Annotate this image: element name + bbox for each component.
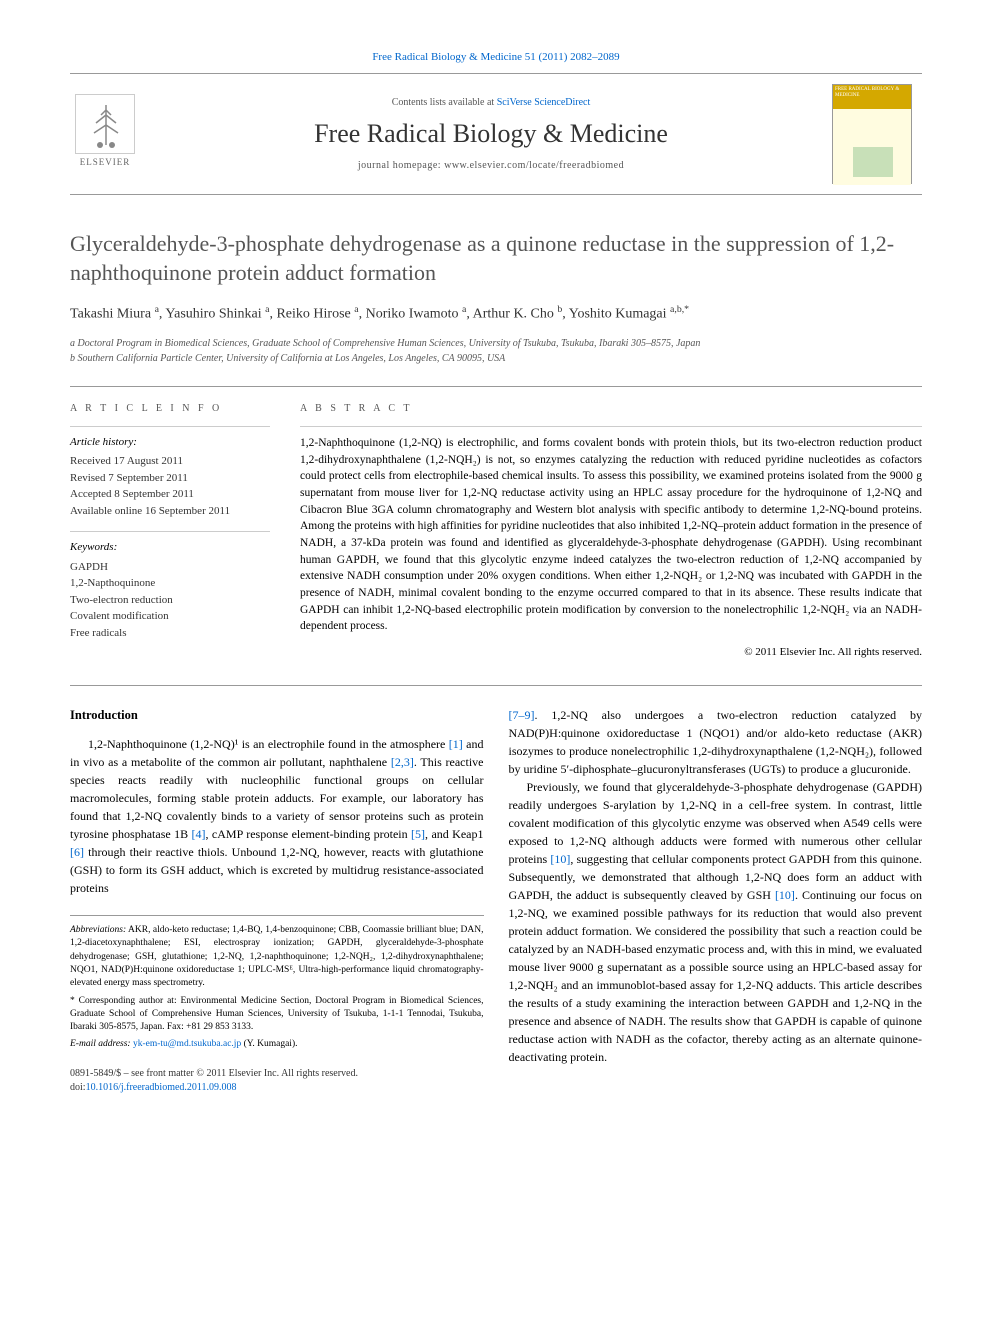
cover-image-placeholder	[853, 147, 893, 177]
footnotes-block: Abbreviations: AKR, aldo-keto reductase;…	[70, 915, 484, 1052]
introduction-heading: Introduction	[70, 706, 484, 725]
masthead-left: ELSEVIER	[70, 94, 150, 174]
masthead-center: Contents lists available at SciVerse Sci…	[150, 96, 832, 172]
history-received: Received 17 August 2011	[70, 453, 270, 470]
history-revised: Revised 7 September 2011	[70, 470, 270, 487]
abstract-column: A B S T R A C T 1,2-Naphthoquinone (1,2-…	[300, 402, 922, 660]
abstract-heading: A B S T R A C T	[300, 402, 922, 416]
abstract-copyright: © 2011 Elsevier Inc. All rights reserved…	[300, 645, 922, 660]
keyword-3: Covalent modification	[70, 608, 270, 625]
corresponding-author-footnote: * Corresponding author at: Environmental…	[70, 995, 484, 1035]
keywords-block: Keywords: GAPDH 1,2-Napthoquinone Two-el…	[70, 531, 270, 641]
keyword-0: GAPDH	[70, 559, 270, 576]
doi-line: doi:10.1016/j.freeradbiomed.2011.09.008	[70, 1081, 484, 1095]
intro-para-1: 1,2-Naphthoquinone (1,2-NQ)¹ is an elect…	[70, 735, 484, 897]
sciencedirect-link[interactable]: SciVerse ScienceDirect	[497, 97, 591, 108]
elsevier-logo: ELSEVIER	[70, 94, 140, 174]
masthead-right: FREE RADICAL BIOLOGY & MEDICINE	[832, 84, 922, 184]
homepage-prefix: journal homepage:	[358, 160, 444, 171]
journal-cover-thumbnail: FREE RADICAL BIOLOGY & MEDICINE	[832, 84, 912, 184]
homepage-url[interactable]: www.elsevier.com/locate/freeradbiomed	[444, 160, 624, 171]
history-title: Article history:	[70, 435, 270, 450]
article-title: Glyceraldehyde-3-phosphate dehydrogenase…	[70, 230, 922, 287]
affiliation-a: a Doctoral Program in Biomedical Science…	[70, 336, 922, 351]
body-column-left: Introduction 1,2-Naphthoquinone (1,2-NQ)…	[70, 706, 484, 1094]
article-info-column: A R T I C L E I N F O Article history: R…	[70, 402, 270, 660]
cover-header: FREE RADICAL BIOLOGY & MEDICINE	[833, 85, 911, 109]
col2-para-1: [7–9]. 1,2-NQ also undergoes a two-elect…	[509, 706, 923, 778]
issn-line: 0891-5849/$ – see front matter © 2011 El…	[70, 1067, 484, 1081]
doi-link[interactable]: 10.1016/j.freeradbiomed.2011.09.008	[86, 1082, 237, 1093]
col2-para-2: Previously, we found that glyceraldehyde…	[509, 778, 923, 1066]
masthead: ELSEVIER Contents lists available at Sci…	[70, 73, 922, 195]
contents-prefix: Contents lists available at	[392, 97, 497, 108]
body-columns: Introduction 1,2-Naphthoquinone (1,2-NQ)…	[70, 685, 922, 1094]
abbrev-label: Abbreviations:	[70, 925, 126, 935]
history-block: Article history: Received 17 August 2011…	[70, 426, 270, 519]
email-suffix: (Y. Kumagai).	[241, 1039, 297, 1049]
keyword-2: Two-electron reduction	[70, 592, 270, 609]
top-citation-link[interactable]: Free Radical Biology & Medicine 51 (2011…	[70, 50, 922, 65]
affiliations: a Doctoral Program in Biomedical Science…	[70, 336, 922, 366]
email-label: E-mail address:	[70, 1039, 131, 1049]
page-container: Free Radical Biology & Medicine 51 (2011…	[0, 0, 992, 1135]
elsevier-label: ELSEVIER	[80, 156, 131, 169]
authors-line: Takashi Miura a, Yasuhiro Shinkai a, Rei…	[70, 303, 922, 324]
article-info-heading: A R T I C L E I N F O	[70, 402, 270, 416]
bottom-meta: 0891-5849/$ – see front matter © 2011 El…	[70, 1067, 484, 1095]
keywords-title: Keywords:	[70, 540, 270, 555]
affiliation-b: b Southern California Particle Center, U…	[70, 351, 922, 366]
journal-homepage: journal homepage: www.elsevier.com/locat…	[150, 159, 832, 173]
cover-body	[833, 109, 911, 185]
elsevier-tree-icon	[75, 94, 135, 154]
abstract-text: 1,2-Naphthoquinone (1,2-NQ) is electroph…	[300, 426, 922, 635]
history-online: Available online 16 September 2011	[70, 503, 270, 520]
contents-line: Contents lists available at SciVerse Sci…	[150, 96, 832, 110]
email-link[interactable]: yk-em-tu@md.tsukuba.ac.jp	[133, 1039, 241, 1049]
citation-text[interactable]: Free Radical Biology & Medicine 51 (2011…	[372, 51, 619, 63]
keyword-4: Free radicals	[70, 625, 270, 642]
info-abstract-row: A R T I C L E I N F O Article history: R…	[70, 386, 922, 660]
abbreviations-footnote: Abbreviations: AKR, aldo-keto reductase;…	[70, 924, 484, 990]
body-column-right: [7–9]. 1,2-NQ also undergoes a two-elect…	[509, 706, 923, 1094]
email-footnote: E-mail address: yk-em-tu@md.tsukuba.ac.j…	[70, 1038, 484, 1051]
corresp-label: * Corresponding author at:	[70, 996, 177, 1006]
abbrev-text: AKR, aldo-keto reductase; 1,4-BQ, 1,4-be…	[70, 925, 484, 988]
history-accepted: Accepted 8 September 2011	[70, 486, 270, 503]
journal-name: Free Radical Biology & Medicine	[150, 116, 832, 152]
doi-prefix: doi:	[70, 1082, 86, 1093]
keyword-1: 1,2-Napthoquinone	[70, 575, 270, 592]
